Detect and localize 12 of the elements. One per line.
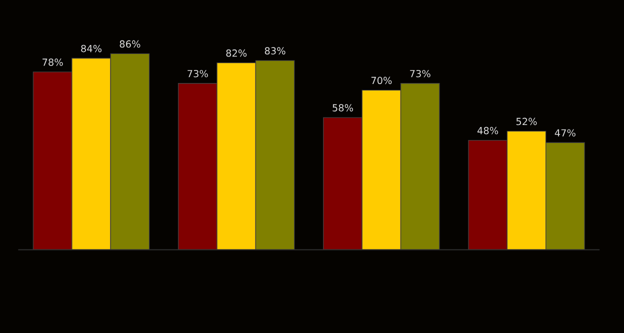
data-label: 73% [188, 70, 208, 78]
data-label: 48% [477, 126, 498, 134]
data-label: 58% [332, 104, 353, 112]
data-label: 83% [264, 47, 286, 54]
data-label: 84% [81, 44, 102, 52]
data-label: 82% [226, 49, 247, 57]
data-label: 52% [516, 118, 537, 126]
data-label: 70% [371, 76, 392, 84]
data-label: 78% [42, 58, 63, 66]
data-label: 73% [410, 70, 430, 78]
data-label: 86% [120, 40, 140, 48]
data-label: 47% [554, 129, 576, 137]
